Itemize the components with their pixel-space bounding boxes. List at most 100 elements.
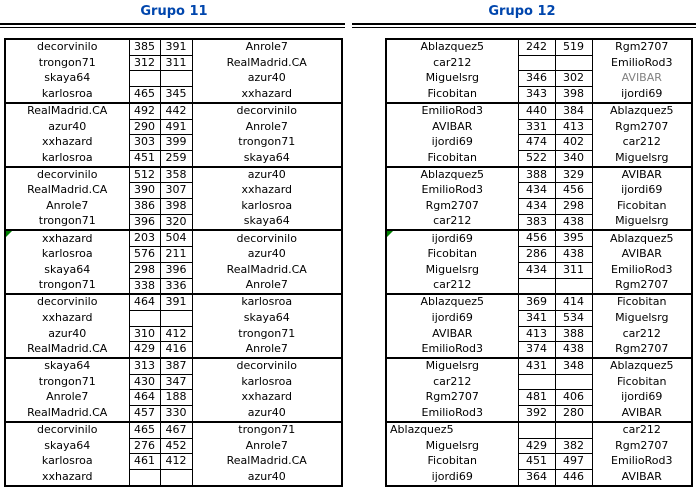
score-home-cell[interactable] — [517, 421, 556, 439]
player-right-cell[interactable]: Rgm2707 — [615, 119, 669, 133]
score-away-cell[interactable]: 384 — [554, 102, 593, 120]
score-away-cell[interactable]: 406 — [554, 389, 593, 407]
score-home-cell[interactable]: 461 — [128, 453, 161, 470]
player-right-cell[interactable]: EmilioRod3 — [611, 55, 673, 69]
player-left-cell[interactable]: AVIBAR — [432, 119, 473, 133]
player-right-cell[interactable]: Ablazquez5 — [609, 359, 674, 373]
score-home-cell[interactable]: 290 — [128, 118, 161, 136]
score-home-cell[interactable]: 464 — [128, 293, 161, 311]
player-left-cell[interactable]: Ablazquez5 — [420, 40, 485, 54]
player-right-cell[interactable]: EmilioRod3 — [611, 262, 673, 276]
score-home-cell[interactable]: 346 — [517, 70, 556, 88]
player-left-cell[interactable]: Ablazquez5 — [420, 295, 485, 309]
score-home-cell[interactable]: 492 — [128, 102, 161, 120]
player-right-cell[interactable]: RealMadrid.CA — [226, 262, 307, 276]
score-home-cell[interactable]: 431 — [517, 357, 556, 375]
player-right-cell[interactable]: xxhazard — [241, 183, 293, 197]
player-left-cell[interactable]: AVIBAR — [432, 326, 473, 340]
score-away-cell[interactable]: 348 — [554, 357, 593, 375]
player-right-cell[interactable]: karlosroa — [241, 374, 293, 388]
player-right-cell[interactable]: Anrole7 — [245, 438, 288, 452]
score-away-cell[interactable]: 534 — [554, 309, 593, 327]
player-right-cell[interactable]: Anrole7 — [245, 40, 288, 54]
score-home-cell[interactable]: 464 — [128, 389, 161, 407]
score-away-cell[interactable]: 452 — [159, 437, 193, 455]
player-left-cell[interactable]: Ficobitan — [427, 150, 477, 164]
score-away-cell[interactable]: 345 — [159, 86, 193, 104]
player-left-cell[interactable]: Ficobitan — [427, 86, 477, 100]
player-left-cell[interactable]: skaya64 — [44, 71, 91, 85]
player-left-cell[interactable]: ijordi69 — [431, 310, 473, 324]
player-left-cell[interactable]: ijordi69 — [431, 469, 473, 483]
player-left-cell[interactable]: xxhazard — [5, 230, 129, 246]
score-away-cell[interactable]: 340 — [554, 149, 593, 168]
score-away-cell[interactable] — [554, 277, 593, 295]
player-left-cell[interactable]: trongon71 — [38, 374, 96, 388]
score-away-cell[interactable]: 311 — [554, 261, 593, 279]
player-right-cell[interactable]: AVIBAR — [621, 167, 662, 181]
score-home-cell[interactable]: 390 — [128, 182, 161, 200]
player-right-cell[interactable]: azur40 — [247, 469, 286, 483]
player-right-cell[interactable]: Rgm2707 — [615, 278, 669, 292]
score-home-cell[interactable]: 429 — [128, 341, 161, 359]
score-away-cell[interactable]: 497 — [554, 453, 593, 470]
score-away-cell[interactable]: 311 — [159, 54, 193, 72]
score-away-cell[interactable]: 402 — [554, 134, 593, 151]
player-right-cell[interactable]: AVIBAR — [621, 469, 662, 483]
player-left-cell[interactable]: car212 — [433, 374, 472, 388]
player-right-cell[interactable]: Miguelsrg — [615, 214, 669, 228]
score-home-cell[interactable]: 434 — [517, 198, 556, 215]
score-away-cell[interactable]: 320 — [159, 213, 193, 231]
score-home-cell[interactable]: 338 — [128, 277, 161, 295]
player-right-cell[interactable]: azur40 — [247, 247, 286, 261]
score-home-cell[interactable] — [128, 468, 161, 487]
player-left-cell[interactable]: RealMadrid.CA — [27, 405, 108, 419]
player-left-cell[interactable]: decorvinilo — [37, 167, 98, 181]
player-left-cell[interactable]: karlosroa — [41, 86, 93, 100]
score-away-cell[interactable]: 387 — [159, 357, 193, 375]
player-left-cell[interactable]: EmilioRod3 — [421, 342, 483, 356]
score-home-cell[interactable]: 313 — [128, 357, 161, 375]
player-right-cell[interactable]: azur40 — [247, 405, 286, 419]
player-left-cell[interactable]: Ficobitan — [427, 247, 477, 261]
score-away-cell[interactable]: 412 — [159, 453, 193, 470]
score-home-cell[interactable]: 413 — [517, 325, 556, 343]
player-right-cell[interactable]: Rgm2707 — [615, 40, 669, 54]
score-home-cell[interactable]: 203 — [128, 229, 161, 248]
player-left-cell[interactable]: EmilioRod3 — [421, 104, 483, 118]
score-home-cell[interactable]: 369 — [517, 293, 556, 311]
score-away-cell[interactable] — [159, 468, 193, 487]
score-home-cell[interactable]: 481 — [517, 389, 556, 407]
player-left-cell[interactable]: trongon71 — [38, 55, 96, 69]
player-right-cell[interactable]: Miguelsrg — [615, 150, 669, 164]
score-away-cell[interactable]: 456 — [554, 182, 593, 200]
score-home-cell[interactable] — [517, 373, 556, 391]
player-left-cell[interactable]: RealMadrid.CA — [27, 104, 108, 118]
player-left-cell[interactable]: Rgm2707 — [425, 390, 479, 404]
score-away-cell[interactable]: 358 — [159, 166, 193, 184]
score-away-cell[interactable]: 280 — [554, 405, 593, 423]
score-away-cell[interactable]: 438 — [554, 341, 593, 359]
score-home-cell[interactable]: 451 — [517, 453, 556, 470]
player-right-cell[interactable]: azur40 — [247, 167, 286, 181]
player-right-cell[interactable]: Anrole7 — [245, 278, 288, 292]
score-home-cell[interactable]: 276 — [128, 437, 161, 455]
player-right-cell[interactable]: decorvinilo — [236, 104, 297, 118]
score-home-cell[interactable]: 434 — [517, 261, 556, 279]
score-away-cell[interactable]: 446 — [554, 468, 593, 487]
player-left-cell[interactable]: xxhazard — [41, 135, 93, 149]
player-left-cell[interactable]: karlosroa — [41, 454, 93, 468]
player-right-cell[interactable]: Ficobitan — [617, 295, 667, 309]
score-home-cell[interactable]: 430 — [128, 373, 161, 391]
player-left-cell[interactable]: Rgm2707 — [425, 199, 479, 213]
player-left-cell[interactable]: ijordi69 — [431, 135, 473, 149]
player-right-cell[interactable]: skaya64 — [243, 310, 290, 324]
score-away-cell[interactable]: 382 — [554, 437, 593, 455]
player-right-cell[interactable]: skaya64 — [243, 150, 290, 164]
score-away-cell[interactable] — [554, 54, 593, 72]
score-home-cell[interactable]: 512 — [128, 166, 161, 184]
player-right-cell[interactable]: EmilioRod3 — [611, 454, 673, 468]
player-right-cell[interactable]: Ablazquez5 — [609, 104, 674, 118]
player-right-cell[interactable]: RealMadrid.CA — [226, 454, 307, 468]
player-right-cell[interactable]: skaya64 — [243, 214, 290, 228]
